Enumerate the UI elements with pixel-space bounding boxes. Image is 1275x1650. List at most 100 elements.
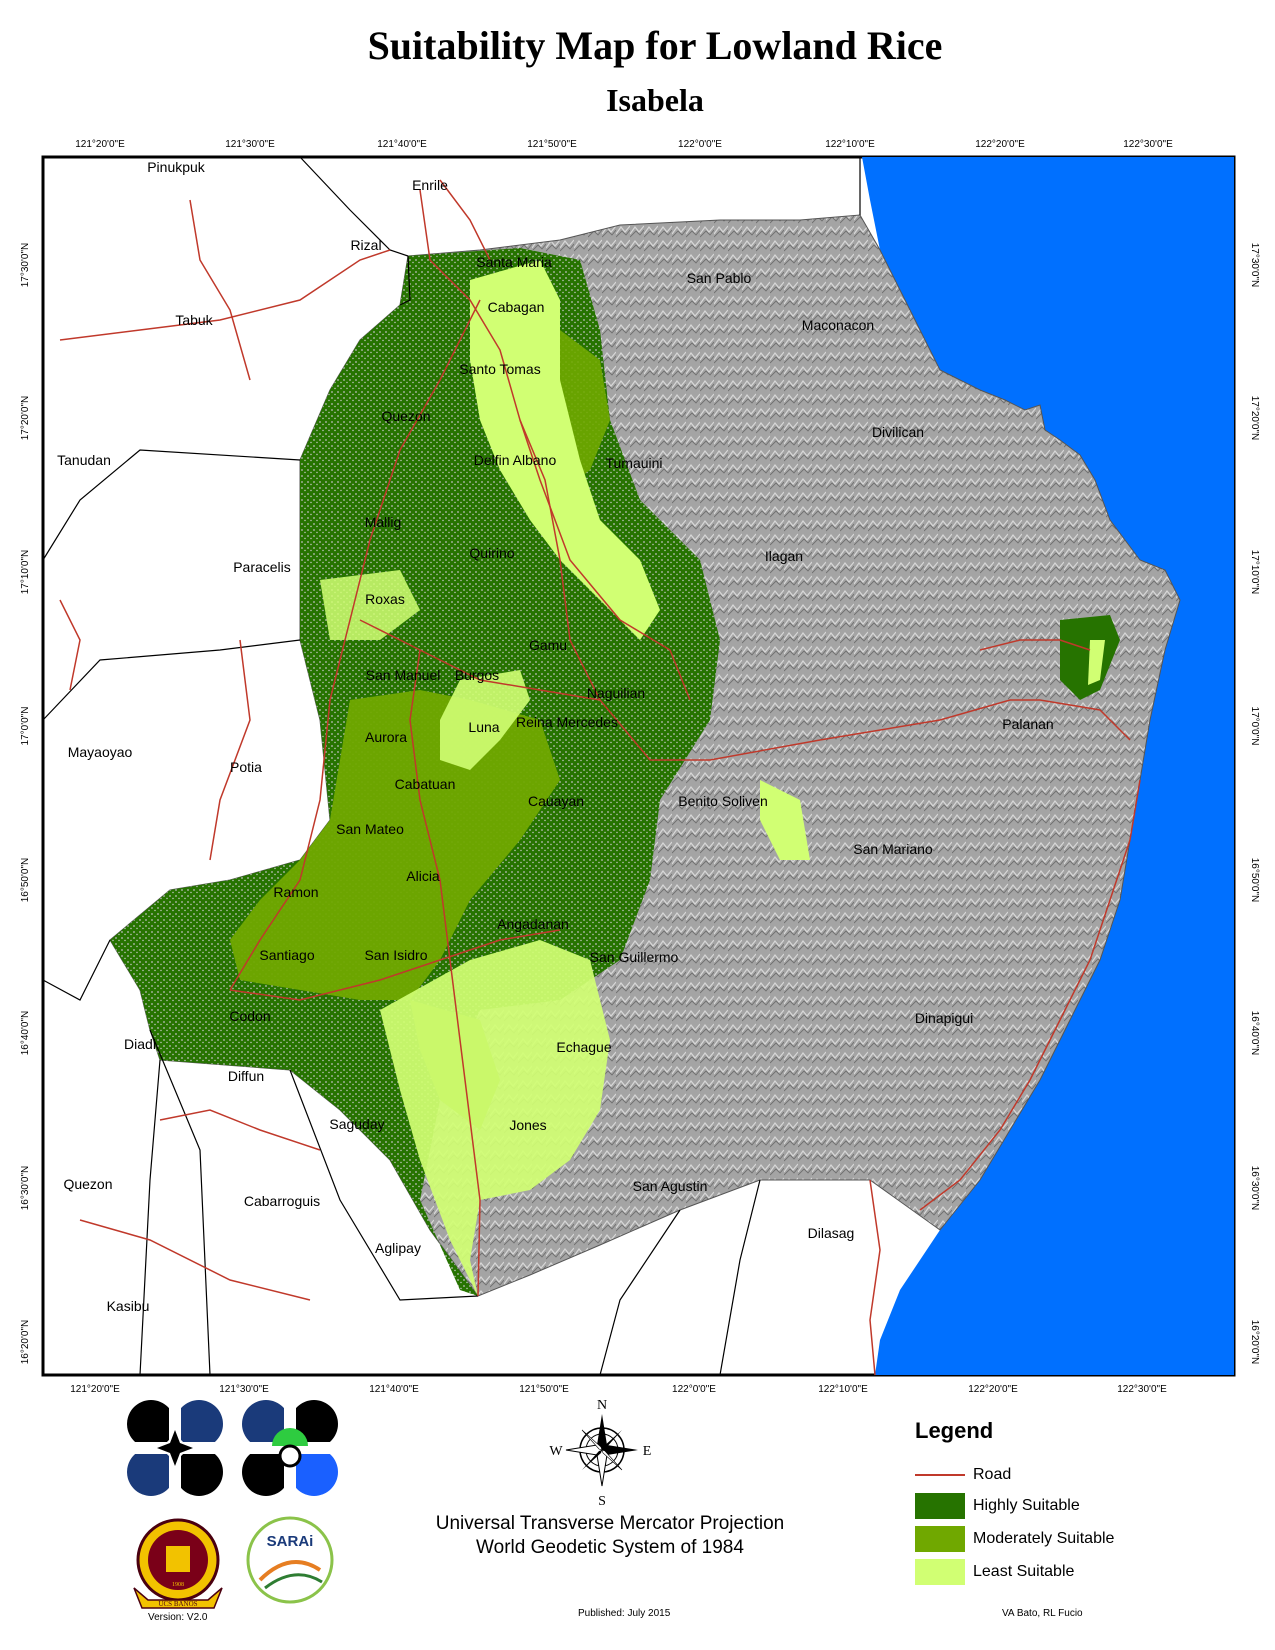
lon-tick-label: 121°50'0"E [527, 139, 577, 150]
sarai-logo: SARAi [246, 1516, 334, 1604]
least-suitable-zone-south [380, 940, 610, 1296]
place-label: Angadanan [497, 916, 569, 932]
lat-tick-label: 16°50'0"N [1249, 858, 1260, 903]
seal-text: UCS BANOS [158, 1600, 197, 1608]
compass-n: N [597, 1398, 607, 1413]
compass-w: W [549, 1444, 563, 1459]
legend-moderate: Moderately Suitable [915, 1526, 1114, 1552]
place-label: San Manuel [366, 667, 441, 683]
place-label: Santiago [259, 947, 314, 963]
legend-least: Least Suitable [915, 1559, 1074, 1585]
place-label: Echague [556, 1039, 611, 1055]
place-labels: Pinukpuk Enrile Rizal Santa Maria San Pa… [57, 159, 1054, 1314]
lon-tick-label: 122°0'0"E [672, 1384, 716, 1395]
place-label: Diadi [124, 1036, 156, 1052]
map-subtitle: Isabela [606, 82, 704, 118]
place-label: Mayaoyao [68, 744, 133, 760]
least-suitable-zone-east [760, 780, 810, 860]
boundaries [42, 156, 861, 1376]
lat-tick-label: 16°20'0"N [1249, 1320, 1260, 1365]
place-label: Burgos [455, 667, 499, 683]
lon-tick-label: 121°20'0"E [70, 1384, 120, 1395]
published-text: Published: July 2015 [578, 1608, 671, 1619]
place-label: Aurora [365, 729, 407, 745]
place-label: Maconacon [802, 317, 874, 333]
lat-tick-label: 17°0'0"N [1249, 707, 1260, 746]
place-label: Mallig [365, 514, 402, 530]
lon-tick-label: 121°30'0"E [225, 139, 275, 150]
sarai-text: SARAi [267, 1533, 314, 1550]
version-text: Version: V2.0 [148, 1612, 208, 1623]
place-label: Quezon [63, 1176, 112, 1192]
place-label: Santo Tomas [459, 361, 540, 377]
place-label: Dinapigui [915, 1010, 973, 1026]
lon-tick-label: 121°40'0"E [377, 139, 427, 150]
place-label: Cabatuan [395, 776, 456, 792]
place-label: Cabagan [488, 299, 545, 315]
place-label: San Isidro [364, 947, 427, 963]
lon-tick-label: 121°50'0"E [519, 1384, 569, 1395]
place-label: Aglipay [375, 1240, 421, 1256]
lat-ticks-left: 17°30'0"N 17°20'0"N 17°10'0"N 17°0'0"N 1… [20, 243, 31, 1365]
lon-tick-label: 121°40'0"E [369, 1384, 419, 1395]
legend-highly: Highly Suitable [915, 1493, 1080, 1519]
place-label: Luna [468, 719, 499, 735]
projection-line-2: World Geodetic System of 1984 [476, 1537, 744, 1558]
lon-tick-label: 122°30'0"E [1123, 139, 1173, 150]
place-label: San Guillermo [590, 949, 679, 965]
lat-tick-label: 16°50'0"N [20, 858, 31, 903]
lat-tick-label: 17°20'0"N [1249, 396, 1260, 441]
road-swatch [915, 1474, 965, 1476]
lat-tick-label: 17°10'0"N [1249, 550, 1260, 595]
lon-tick-label: 121°20'0"E [75, 139, 125, 150]
lon-tick-label: 122°10'0"E [825, 139, 875, 150]
legend-least-label: Least Suitable [973, 1563, 1075, 1580]
lon-tick-label: 121°30'0"E [219, 1384, 269, 1395]
place-label: Benito Soliven [678, 793, 768, 809]
compass-s: S [598, 1494, 606, 1509]
bar-logo [242, 1400, 338, 1496]
place-label: Reina Mercedes [516, 714, 618, 730]
lat-tick-label: 16°40'0"N [20, 1011, 31, 1056]
place-label: Delfin Albano [474, 452, 557, 468]
place-label: Cabarroguis [244, 1193, 320, 1209]
place-label: Pinukpuk [147, 159, 206, 175]
place-label: San Mariano [853, 841, 933, 857]
place-label: Enrile [412, 177, 448, 193]
place-label: Rizal [350, 237, 381, 253]
palanan-least-suitable-zone [1088, 640, 1105, 685]
place-label: Saguday [329, 1116, 384, 1132]
place-label: San Mateo [336, 821, 404, 837]
lat-tick-label: 16°30'0"N [1249, 1166, 1260, 1211]
place-label: Kasibu [107, 1298, 150, 1314]
lat-tick-label: 16°30'0"N [20, 1166, 31, 1211]
place-label: Quirino [469, 545, 514, 561]
lat-tick-label: 16°40'0"N [1249, 1011, 1260, 1056]
moderately-suitable-zone [230, 690, 560, 1000]
lat-ticks-right: 17°30'0"N 17°20'0"N 17°10'0"N 17°0'0"N 1… [1249, 243, 1260, 1365]
lon-tick-label: 122°30'0"E [1117, 1384, 1167, 1395]
legend-title: Legend [915, 1418, 994, 1443]
place-label: Divilican [872, 424, 924, 440]
legend-road-label: Road [973, 1466, 1012, 1483]
lon-ticks-bottom: 121°20'0"E 121°30'0"E 121°40'0"E 121°50'… [70, 1384, 1167, 1395]
legend-road: Road [915, 1462, 1011, 1488]
place-label: Dilasag [808, 1225, 855, 1241]
place-label: San Pablo [687, 270, 752, 286]
place-label: Santa Maria [476, 254, 552, 270]
authors-text: VA Bato, RL Fucio [1002, 1608, 1083, 1619]
least-suitable-zone [470, 260, 660, 640]
place-label: Gamu [529, 637, 567, 653]
place-label: Paracelis [233, 559, 291, 575]
place-label: Tabuk [175, 312, 213, 328]
lon-tick-label: 122°0'0"E [678, 139, 722, 150]
lat-tick-label: 17°0'0"N [20, 707, 31, 746]
least-suitable-zone-west [320, 570, 420, 640]
lat-tick-label: 17°30'0"N [1249, 243, 1260, 288]
lat-tick-label: 17°30'0"N [20, 243, 31, 288]
place-label: Tanudan [57, 452, 111, 468]
lon-tick-label: 122°10'0"E [818, 1384, 868, 1395]
roads [59, 179, 1141, 1376]
place-label: Jones [509, 1117, 546, 1133]
